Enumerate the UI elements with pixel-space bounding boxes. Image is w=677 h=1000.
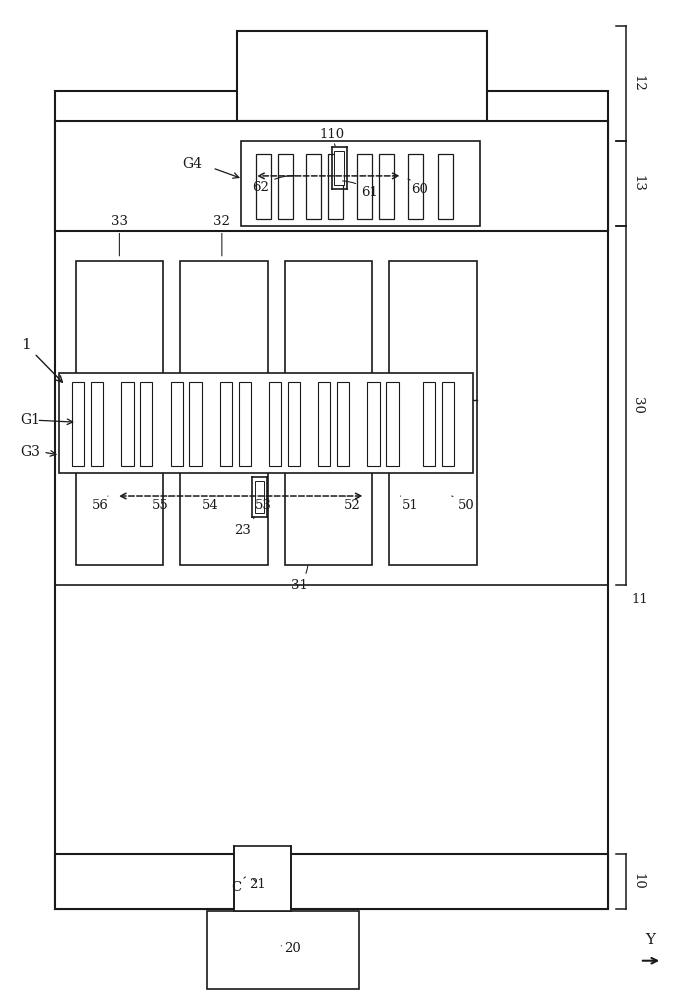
- Text: 23: 23: [234, 517, 255, 537]
- Bar: [387, 382, 399, 466]
- Text: G3: G3: [20, 445, 40, 459]
- Bar: [238, 31, 487, 121]
- Text: C: C: [231, 877, 246, 894]
- Text: 110: 110: [319, 128, 345, 146]
- Bar: [368, 382, 380, 466]
- Text: 62: 62: [253, 176, 295, 194]
- Bar: [408, 154, 422, 219]
- Text: 13: 13: [632, 175, 645, 192]
- Bar: [59, 373, 473, 473]
- Text: 10: 10: [632, 873, 645, 890]
- Text: 50: 50: [452, 496, 475, 512]
- Bar: [56, 854, 608, 909]
- Text: 33: 33: [111, 215, 128, 256]
- Text: 1: 1: [22, 338, 62, 382]
- Bar: [56, 121, 608, 231]
- Bar: [220, 382, 232, 466]
- Text: G1: G1: [20, 413, 40, 427]
- Bar: [241, 141, 480, 226]
- Bar: [441, 382, 454, 466]
- Bar: [190, 382, 202, 466]
- Bar: [239, 382, 251, 466]
- Bar: [389, 261, 477, 565]
- Bar: [76, 261, 163, 565]
- Text: 12: 12: [632, 75, 645, 92]
- Text: 60: 60: [408, 179, 428, 196]
- Text: 54: 54: [202, 496, 219, 512]
- Bar: [91, 382, 103, 466]
- Text: 20: 20: [281, 942, 301, 955]
- Bar: [140, 382, 152, 466]
- Text: 55: 55: [152, 496, 169, 512]
- Text: 52: 52: [344, 496, 360, 512]
- Bar: [288, 382, 300, 466]
- Bar: [121, 382, 133, 466]
- Bar: [422, 382, 435, 466]
- Bar: [438, 154, 453, 219]
- Bar: [379, 154, 394, 219]
- Text: 11: 11: [632, 593, 649, 606]
- Bar: [234, 846, 291, 911]
- Bar: [72, 382, 85, 466]
- Bar: [171, 382, 183, 466]
- Bar: [180, 261, 267, 565]
- Bar: [284, 261, 372, 565]
- Bar: [207, 911, 359, 989]
- Text: 31: 31: [291, 566, 308, 592]
- Bar: [269, 382, 281, 466]
- Text: 30: 30: [632, 397, 645, 414]
- Bar: [357, 154, 372, 219]
- Text: 53: 53: [255, 496, 271, 512]
- Bar: [318, 382, 330, 466]
- Text: 32: 32: [213, 215, 230, 256]
- Bar: [334, 151, 344, 185]
- Text: 61: 61: [343, 181, 378, 199]
- Text: 56: 56: [92, 496, 109, 512]
- Bar: [278, 154, 292, 219]
- Bar: [306, 154, 321, 219]
- Bar: [328, 154, 343, 219]
- Text: G4: G4: [182, 157, 202, 171]
- Text: 21: 21: [249, 878, 266, 891]
- Bar: [255, 481, 264, 513]
- Bar: [56, 91, 608, 909]
- Text: Y: Y: [646, 933, 655, 947]
- Text: 51: 51: [401, 496, 418, 512]
- Bar: [337, 382, 349, 466]
- Bar: [257, 154, 271, 219]
